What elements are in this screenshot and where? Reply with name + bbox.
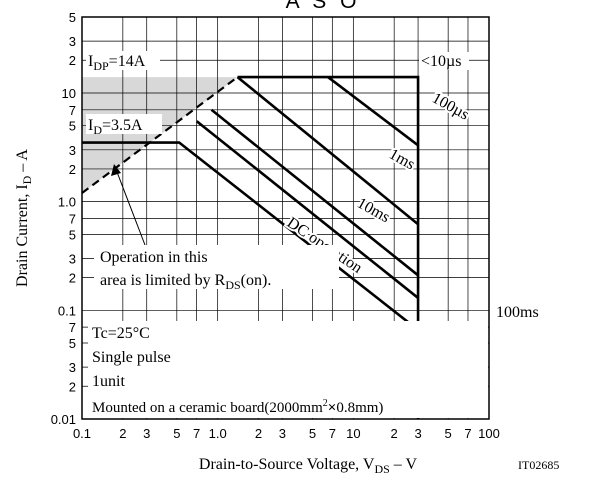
x-tick-label: 3 (414, 426, 421, 441)
id-label: ID=3.5A (88, 117, 143, 137)
operation-label-line2: area is limited by RDS(on). (100, 272, 271, 292)
series-10ms-line (210, 108, 419, 277)
id-label-bg (86, 114, 162, 134)
tc-label: Tc=25°C (92, 325, 150, 342)
y-tick-label: 5 (69, 119, 76, 134)
x-tick-label: 5 (309, 426, 316, 441)
conditions-bg (88, 321, 488, 418)
us100-label: 100µs (429, 90, 472, 124)
y-tick-label: 2 (69, 53, 76, 68)
x-tick-label: 7 (329, 426, 336, 441)
x-tick-label: 7 (464, 426, 471, 441)
series-100-s-line (327, 76, 419, 147)
y-tick-label: 7 (69, 320, 76, 335)
x-axis-label: Drain-to-Source Voltage, VDS – V (199, 456, 418, 476)
y-tick-label: 3 (69, 34, 76, 49)
y-tick-label: 2 (69, 271, 76, 286)
series-100ms-line (195, 120, 419, 299)
us10-label: <10µs (421, 53, 461, 70)
operation-leader-arrow (111, 164, 121, 176)
x-tick-label: 0.1 (73, 426, 91, 441)
y-tick-label: 2 (69, 379, 76, 394)
x-tick-label: 5 (445, 426, 452, 441)
ms100-label-bg (492, 303, 564, 321)
x-tick-label: 100 (478, 426, 500, 441)
series-1ms-line (236, 76, 419, 226)
series-10-s-line (237, 75, 420, 419)
unit-label: 1unit (92, 373, 125, 390)
idp-label: IDP=14A (88, 53, 146, 73)
y-axis-label: Drain Current, ID – A (14, 149, 34, 287)
y-tick-label: 3 (69, 251, 76, 266)
y-tick-label: 0.1 (58, 303, 76, 318)
operation-leader-line (116, 171, 146, 246)
y-tick-label: 0.01 (51, 412, 76, 427)
y-tick-label: 3 (69, 143, 76, 158)
idp-label-bg (86, 51, 160, 70)
y-tick-label: 3 (69, 360, 76, 375)
chart-title: A S O (286, 0, 361, 13)
rds-limit-line (81, 76, 239, 194)
y-tick-label: 2 (69, 162, 76, 177)
y-tick-label: 5 (69, 227, 76, 242)
ms100-label: 100ms (496, 304, 539, 321)
mount-label: Mounted on a ceramic board(2000mm2×0.8mm… (92, 398, 383, 416)
us10-label-bg (419, 52, 469, 70)
y-tick-label: 7 (69, 211, 76, 226)
x-tick-label: 7 (193, 426, 200, 441)
x-tick-labels: 0.1 2 3 5 7 1.0 2 3 5 7 10 2 3 5 7 100 (73, 426, 500, 441)
x-tick-label: 2 (255, 426, 262, 441)
figure-code: IT02685 (518, 458, 559, 472)
pulse-label: Single pulse (92, 349, 171, 366)
y-tick-label: 5 (69, 336, 76, 351)
y-tick-label: 7 (69, 103, 76, 118)
limited-region-layer (82, 77, 238, 194)
operation-label-bg (94, 245, 339, 289)
x-tick-label: 5 (173, 426, 180, 441)
operation-label-line1: Operation in this (100, 249, 208, 266)
y-tick-label: 1.0 (58, 195, 76, 210)
x-tick-label: 2 (391, 426, 398, 441)
limited-region-shade (82, 77, 238, 194)
y-tick-label: 10 (62, 86, 76, 101)
x-tick-label: 3 (143, 426, 150, 441)
y-tick-label: 5 (69, 10, 76, 25)
x-tick-label: 10 (346, 426, 360, 441)
x-tick-label: 3 (279, 426, 286, 441)
x-tick-label: 1.0 (209, 426, 227, 441)
plot-frame (81, 16, 490, 420)
x-tick-label: 2 (119, 426, 126, 441)
